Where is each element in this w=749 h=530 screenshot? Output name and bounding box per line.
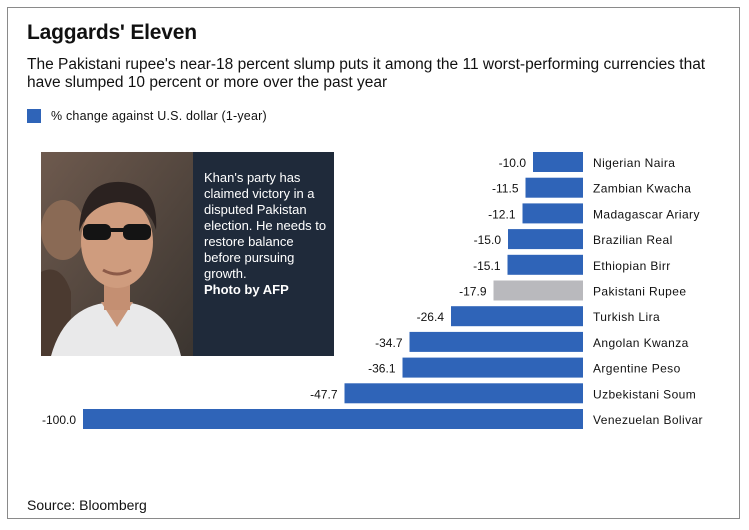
photo-caption: Khan's party has claimed victory in a di…: [204, 170, 329, 298]
bar-zambian-kwacha: [525, 177, 583, 198]
value-label: -100.0: [42, 413, 76, 427]
bar-ethiopian-birr: [507, 254, 583, 275]
chart-title: Laggards' Eleven: [27, 21, 197, 44]
category-label: Madagascar Ariary: [593, 207, 700, 221]
value-label: -15.0: [474, 233, 502, 247]
legend-swatch: [27, 109, 41, 123]
value-label: -36.1: [368, 362, 396, 376]
source-note: Source: Bloomberg: [27, 497, 147, 513]
bar-turkish-lira: [451, 306, 583, 327]
value-label: -10.0: [499, 156, 527, 170]
caption-text: Khan's party has claimed victory in a di…: [204, 170, 327, 281]
legend-label: % change against U.S. dollar (1-year): [51, 109, 267, 123]
category-label: Pakistani Rupee: [593, 285, 686, 299]
bar-argentine-peso: [402, 357, 583, 378]
value-label: -47.7: [310, 387, 338, 401]
category-label: Ethiopian Birr: [593, 259, 671, 273]
bar-madagascar-ariary: [522, 203, 583, 224]
value-label: -17.9: [459, 285, 487, 299]
value-label: -11.5: [492, 182, 519, 196]
value-label: -15.1: [473, 259, 501, 273]
bar-venezuelan-bolivar: [83, 409, 583, 429]
photo-credit: Photo by AFP: [204, 282, 289, 297]
category-label: Venezuelan Bolivar: [593, 413, 703, 427]
value-label: -34.7: [375, 336, 403, 350]
legend: % change against U.S. dollar (1-year): [27, 108, 267, 124]
bar-pakistani-rupee: [493, 280, 583, 301]
chart-subtitle: The Pakistani rupee's near-18 percent sl…: [27, 56, 706, 91]
bar-nigerian-naira: [533, 152, 583, 172]
value-label: -12.1: [488, 207, 516, 221]
category-label: Turkish Lira: [593, 310, 660, 324]
category-label: Argentine Peso: [593, 362, 681, 376]
category-label: Uzbekistani Soum: [593, 387, 696, 401]
bar-uzbekistani-soum: [344, 383, 583, 404]
category-label: Zambian Kwacha: [593, 182, 691, 196]
category-label: Brazilian Real: [593, 233, 673, 247]
bar-angolan-kwanza: [409, 331, 583, 352]
bar-brazilian-real: [508, 229, 583, 250]
category-label: Nigerian Naira: [593, 156, 675, 170]
portrait-photo: [41, 152, 193, 356]
photo-panel: Khan's party has claimed victory in a di…: [41, 152, 334, 356]
value-label: -26.4: [417, 310, 445, 324]
category-label: Angolan Kwanza: [593, 336, 689, 350]
